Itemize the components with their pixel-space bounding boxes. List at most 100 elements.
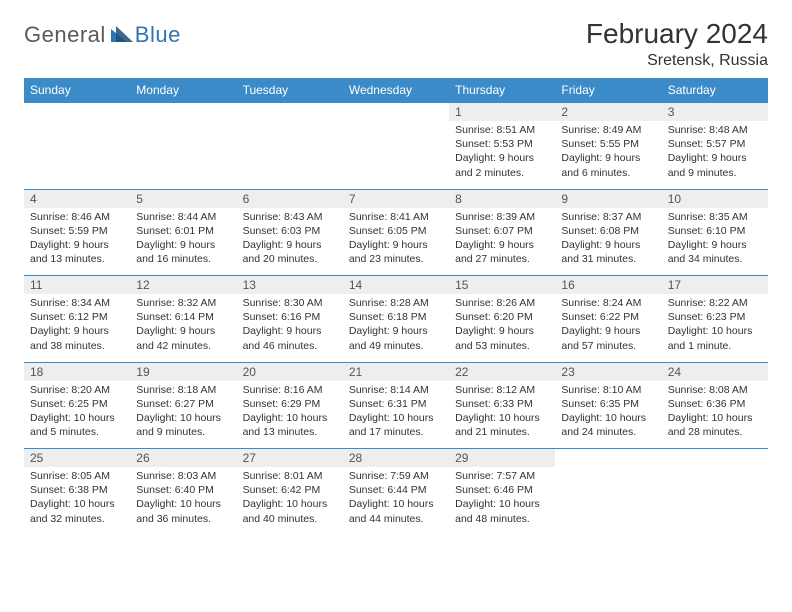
sunset-line: Sunset: 6:05 PM bbox=[349, 224, 443, 238]
sunrise-line: Sunrise: 8:24 AM bbox=[561, 296, 655, 310]
sunset-line: Sunset: 6:03 PM bbox=[243, 224, 337, 238]
daylight-line: Daylight: 9 hours and 46 minutes. bbox=[243, 324, 337, 352]
daylight-line: Daylight: 10 hours and 21 minutes. bbox=[455, 411, 549, 439]
header-tuesday: Tuesday bbox=[237, 78, 343, 103]
day-number-cell: 18 bbox=[24, 362, 130, 381]
weekday-header-row: Sunday Monday Tuesday Wednesday Thursday… bbox=[24, 78, 768, 103]
sunrise-line: Sunrise: 8:39 AM bbox=[455, 210, 549, 224]
day-number-cell: 7 bbox=[343, 189, 449, 208]
day-detail-cell: Sunrise: 8:48 AMSunset: 5:57 PMDaylight:… bbox=[662, 121, 768, 189]
daylight-line: Daylight: 9 hours and 31 minutes. bbox=[561, 238, 655, 266]
sunrise-line: Sunrise: 8:41 AM bbox=[349, 210, 443, 224]
day-number-cell: 1 bbox=[449, 103, 555, 122]
day-detail-cell: Sunrise: 8:44 AMSunset: 6:01 PMDaylight:… bbox=[130, 208, 236, 276]
sunset-line: Sunset: 6:01 PM bbox=[136, 224, 230, 238]
daylight-line: Daylight: 10 hours and 40 minutes. bbox=[243, 497, 337, 525]
day-number-cell: 15 bbox=[449, 276, 555, 295]
day-number-cell: 3 bbox=[662, 103, 768, 122]
day-detail-cell: Sunrise: 8:18 AMSunset: 6:27 PMDaylight:… bbox=[130, 381, 236, 449]
sunset-line: Sunset: 6:31 PM bbox=[349, 397, 443, 411]
sunset-line: Sunset: 6:18 PM bbox=[349, 310, 443, 324]
day-number-cell: 27 bbox=[237, 449, 343, 468]
sunset-line: Sunset: 5:55 PM bbox=[561, 137, 655, 151]
daynum-row: 123 bbox=[24, 103, 768, 122]
day-number-cell: 29 bbox=[449, 449, 555, 468]
sunrise-line: Sunrise: 8:12 AM bbox=[455, 383, 549, 397]
day-number-cell: 13 bbox=[237, 276, 343, 295]
sunrise-line: Sunrise: 8:37 AM bbox=[561, 210, 655, 224]
day-number-cell: 10 bbox=[662, 189, 768, 208]
sunrise-line: Sunrise: 8:08 AM bbox=[668, 383, 762, 397]
daylight-line: Daylight: 9 hours and 2 minutes. bbox=[455, 151, 549, 179]
day-detail-cell: Sunrise: 8:16 AMSunset: 6:29 PMDaylight:… bbox=[237, 381, 343, 449]
daylight-line: Daylight: 10 hours and 36 minutes. bbox=[136, 497, 230, 525]
sunset-line: Sunset: 6:33 PM bbox=[455, 397, 549, 411]
sunrise-line: Sunrise: 8:20 AM bbox=[30, 383, 124, 397]
day-detail-cell: Sunrise: 8:10 AMSunset: 6:35 PMDaylight:… bbox=[555, 381, 661, 449]
calendar-body: 123Sunrise: 8:51 AMSunset: 5:53 PMDaylig… bbox=[24, 103, 768, 536]
day-number-cell bbox=[343, 103, 449, 122]
daylight-line: Daylight: 9 hours and 13 minutes. bbox=[30, 238, 124, 266]
daynum-row: 2526272829 bbox=[24, 449, 768, 468]
sunset-line: Sunset: 6:12 PM bbox=[30, 310, 124, 324]
sunrise-line: Sunrise: 7:59 AM bbox=[349, 469, 443, 483]
daylight-line: Daylight: 10 hours and 44 minutes. bbox=[349, 497, 443, 525]
location: Sretensk, Russia bbox=[586, 52, 768, 70]
day-number-cell: 11 bbox=[24, 276, 130, 295]
day-detail-cell: Sunrise: 7:57 AMSunset: 6:46 PMDaylight:… bbox=[449, 467, 555, 535]
sunrise-line: Sunrise: 8:14 AM bbox=[349, 383, 443, 397]
sunset-line: Sunset: 6:16 PM bbox=[243, 310, 337, 324]
sunrise-line: Sunrise: 8:16 AM bbox=[243, 383, 337, 397]
header-friday: Friday bbox=[555, 78, 661, 103]
logo-text-blue: Blue bbox=[135, 22, 181, 48]
header-monday: Monday bbox=[130, 78, 236, 103]
sunset-line: Sunset: 6:38 PM bbox=[30, 483, 124, 497]
header-saturday: Saturday bbox=[662, 78, 768, 103]
page-header: General Blue February 2024 Sretensk, Rus… bbox=[24, 18, 768, 70]
daylight-line: Daylight: 9 hours and 27 minutes. bbox=[455, 238, 549, 266]
daylight-line: Daylight: 10 hours and 5 minutes. bbox=[30, 411, 124, 439]
sunrise-line: Sunrise: 8:51 AM bbox=[455, 123, 549, 137]
daylight-line: Daylight: 10 hours and 28 minutes. bbox=[668, 411, 762, 439]
logo: General Blue bbox=[24, 18, 181, 48]
sunset-line: Sunset: 6:23 PM bbox=[668, 310, 762, 324]
daylight-line: Daylight: 10 hours and 24 minutes. bbox=[561, 411, 655, 439]
logo-triangle-icon bbox=[111, 26, 133, 42]
day-number-cell: 12 bbox=[130, 276, 236, 295]
day-detail-cell: Sunrise: 8:01 AMSunset: 6:42 PMDaylight:… bbox=[237, 467, 343, 535]
day-number-cell bbox=[24, 103, 130, 122]
sunrise-line: Sunrise: 8:44 AM bbox=[136, 210, 230, 224]
sunset-line: Sunset: 6:42 PM bbox=[243, 483, 337, 497]
detail-row: Sunrise: 8:51 AMSunset: 5:53 PMDaylight:… bbox=[24, 121, 768, 189]
day-number-cell: 14 bbox=[343, 276, 449, 295]
day-detail-cell bbox=[343, 121, 449, 189]
sunset-line: Sunset: 6:29 PM bbox=[243, 397, 337, 411]
sunset-line: Sunset: 5:59 PM bbox=[30, 224, 124, 238]
day-number-cell: 17 bbox=[662, 276, 768, 295]
daylight-line: Daylight: 9 hours and 6 minutes. bbox=[561, 151, 655, 179]
sunset-line: Sunset: 6:20 PM bbox=[455, 310, 549, 324]
daylight-line: Daylight: 10 hours and 9 minutes. bbox=[136, 411, 230, 439]
daylight-line: Daylight: 10 hours and 17 minutes. bbox=[349, 411, 443, 439]
daylight-line: Daylight: 9 hours and 20 minutes. bbox=[243, 238, 337, 266]
header-sunday: Sunday bbox=[24, 78, 130, 103]
sunrise-line: Sunrise: 8:18 AM bbox=[136, 383, 230, 397]
day-detail-cell: Sunrise: 8:20 AMSunset: 6:25 PMDaylight:… bbox=[24, 381, 130, 449]
day-detail-cell bbox=[237, 121, 343, 189]
daylight-line: Daylight: 9 hours and 53 minutes. bbox=[455, 324, 549, 352]
sunset-line: Sunset: 6:10 PM bbox=[668, 224, 762, 238]
daynum-row: 18192021222324 bbox=[24, 362, 768, 381]
day-detail-cell bbox=[130, 121, 236, 189]
day-detail-cell: Sunrise: 8:49 AMSunset: 5:55 PMDaylight:… bbox=[555, 121, 661, 189]
daylight-line: Daylight: 10 hours and 32 minutes. bbox=[30, 497, 124, 525]
day-number-cell: 9 bbox=[555, 189, 661, 208]
sunrise-line: Sunrise: 8:01 AM bbox=[243, 469, 337, 483]
sunset-line: Sunset: 6:46 PM bbox=[455, 483, 549, 497]
daylight-line: Daylight: 10 hours and 13 minutes. bbox=[243, 411, 337, 439]
sunrise-line: Sunrise: 8:05 AM bbox=[30, 469, 124, 483]
day-detail-cell: Sunrise: 8:26 AMSunset: 6:20 PMDaylight:… bbox=[449, 294, 555, 362]
day-detail-cell: Sunrise: 8:51 AMSunset: 5:53 PMDaylight:… bbox=[449, 121, 555, 189]
sunrise-line: Sunrise: 8:26 AM bbox=[455, 296, 549, 310]
day-detail-cell: Sunrise: 8:30 AMSunset: 6:16 PMDaylight:… bbox=[237, 294, 343, 362]
day-number-cell: 4 bbox=[24, 189, 130, 208]
